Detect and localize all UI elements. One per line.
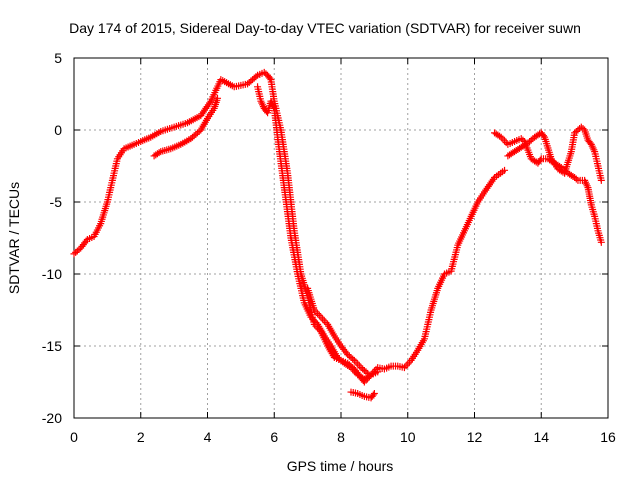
- tick-layer: 0 2 4 6 8 10 12 14 16 5 0 -5 -10 -15 -20: [42, 50, 616, 445]
- x-tick-label: 10: [400, 429, 416, 445]
- data-series-4: [304, 284, 372, 377]
- marker-layer: [70, 68, 605, 402]
- x-tick-label: 14: [533, 429, 549, 445]
- y-tick-label: -15: [42, 338, 62, 354]
- y-tick-label: -5: [50, 194, 63, 210]
- x-tick-label: 8: [337, 429, 345, 445]
- y-tick-label: 5: [54, 50, 62, 66]
- y-tick-label: -10: [42, 266, 62, 282]
- data-series-3: [254, 83, 382, 383]
- data-series-2: [150, 94, 222, 160]
- x-tick-label: 6: [270, 429, 278, 445]
- data-series-7: [504, 123, 605, 184]
- y-axis-label: SDTVAR / TECUs: [6, 182, 22, 294]
- x-tick-label: 2: [137, 429, 145, 445]
- x-tick-label: 0: [70, 429, 78, 445]
- series-markers: [504, 123, 605, 184]
- chart-title: Day 174 of 2015, Sidereal Day-to-day VTE…: [69, 20, 581, 36]
- series-markers: [347, 388, 378, 402]
- y-tick-label: 0: [54, 122, 62, 138]
- x-tick-label: 12: [467, 429, 483, 445]
- y-tick-label: -20: [42, 410, 62, 426]
- series-markers: [150, 94, 222, 160]
- data-series-5: [347, 388, 378, 402]
- series-markers: [304, 284, 372, 377]
- grid-layer: [74, 58, 608, 418]
- x-tick-label: 4: [204, 429, 212, 445]
- plot-frame: [73, 57, 609, 419]
- x-axis-label: GPS time / hours: [287, 458, 394, 474]
- x-tick-label: 16: [600, 429, 616, 445]
- series-markers: [254, 83, 382, 383]
